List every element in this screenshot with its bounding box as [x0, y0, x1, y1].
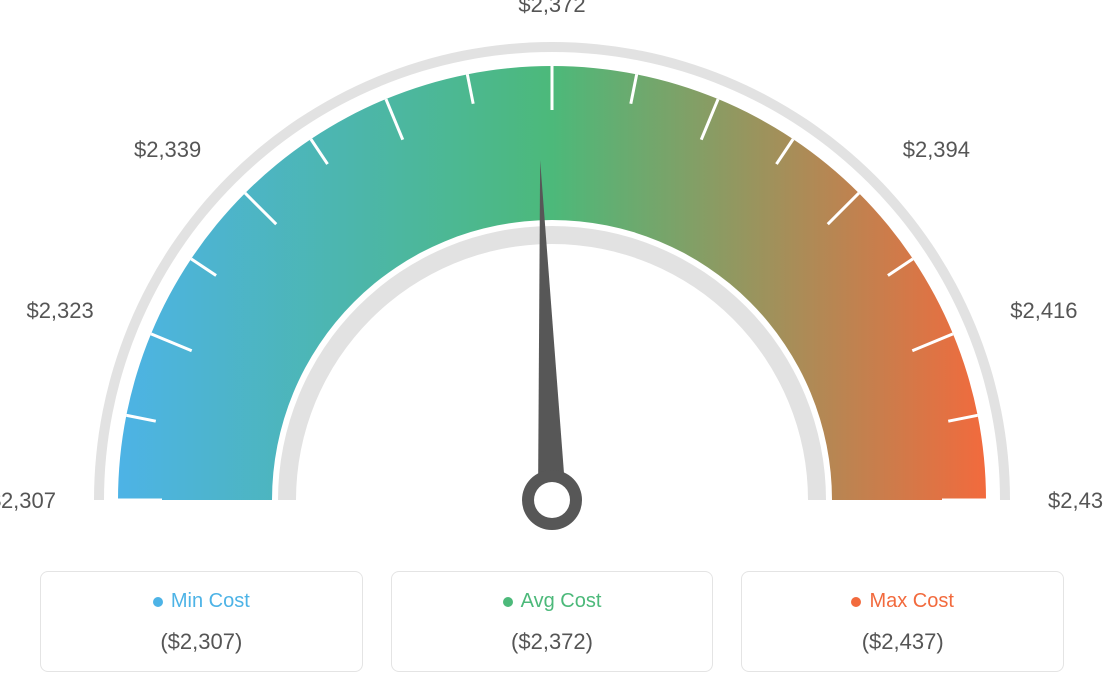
legend-row: Min Cost ($2,307) Avg Cost ($2,372) Max Cost…	[40, 571, 1064, 672]
avg-cost-card: Avg Cost ($2,372)	[391, 571, 714, 672]
legend-value: ($2,372)	[402, 629, 703, 655]
gauge-tick-label: $2,323	[24, 298, 94, 324]
legend-title-text: Max Cost	[869, 590, 953, 613]
gauge-chart: $2,307 $2,323 $2,339 $2,372 $2,394 $2,416 $2,4…	[0, 0, 1104, 560]
legend-title-text: Min Cost	[171, 590, 250, 613]
gauge-tick-label: $2,339	[131, 137, 201, 163]
gauge-tick-label: $2,307	[0, 488, 56, 514]
legend-dot-icon	[503, 597, 513, 607]
legend-title: Min Cost	[51, 590, 352, 613]
max-cost-card: Max Cost ($2,437)	[741, 571, 1064, 672]
gauge-tick-label: $2,416	[1010, 298, 1077, 324]
legend-dot-icon	[851, 597, 861, 607]
gauge-tick-label: $2,372	[512, 0, 592, 18]
gauge-svg	[0, 0, 1104, 560]
legend-title: Max Cost	[752, 590, 1053, 613]
legend-title: Avg Cost	[402, 590, 703, 613]
legend-dot-icon	[153, 597, 163, 607]
needle-hub-inner	[534, 482, 570, 518]
chart-container: $2,307 $2,323 $2,339 $2,372 $2,394 $2,416 $2,4…	[0, 0, 1104, 690]
gauge-tick-label: $2,437	[1048, 488, 1104, 514]
legend-title-text: Avg Cost	[521, 590, 602, 613]
min-cost-card: Min Cost ($2,307)	[40, 571, 363, 672]
legend-value: ($2,307)	[51, 629, 352, 655]
legend-value: ($2,437)	[752, 629, 1053, 655]
gauge-tick-label: $2,394	[903, 137, 970, 163]
